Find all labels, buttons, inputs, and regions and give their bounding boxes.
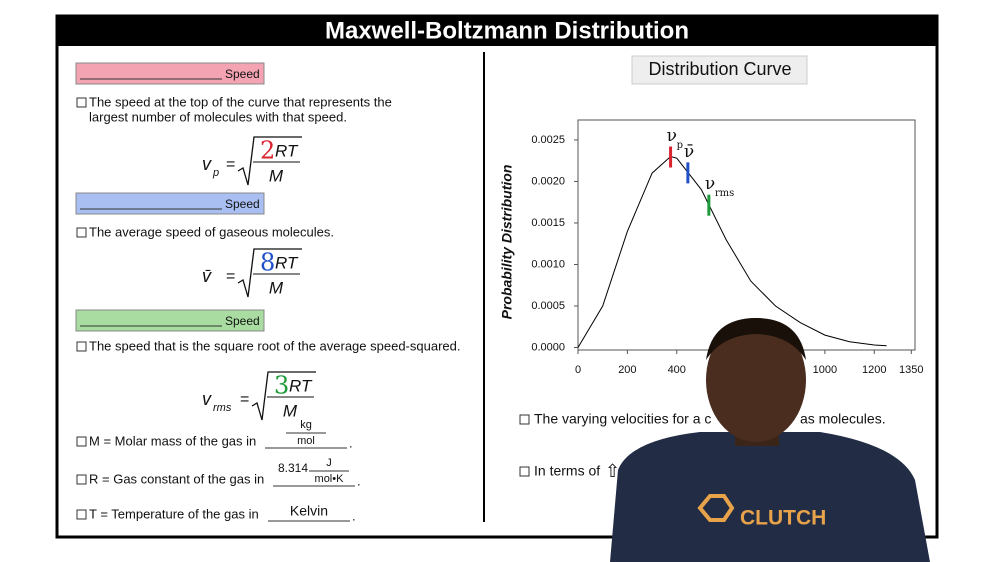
radical: [237, 248, 302, 298]
formula-numerator: RT: [275, 141, 299, 160]
presenter-shirt: [610, 432, 930, 562]
formula-subscript: p: [212, 167, 219, 179]
definition-text: T = Temperature of the gas in: [89, 506, 259, 521]
speed-label: Speed: [225, 197, 260, 211]
formula-numerator: RT: [289, 376, 313, 395]
radical: [251, 371, 316, 421]
unit-denominator: mol: [297, 435, 315, 447]
y-tick-label: 0.0020: [531, 175, 565, 187]
speed-description: largest number of molecules with that sp…: [89, 109, 347, 124]
formula-denominator: M: [269, 166, 284, 185]
formula-symbol: v: [202, 154, 212, 174]
checkbox: [76, 97, 87, 108]
formula-subscript: rms: [213, 402, 232, 414]
marker-subscript: rms: [715, 188, 734, 199]
definition-text: M = Molar mass of the gas in: [89, 433, 256, 448]
chart-title-box: [631, 55, 808, 85]
formula-equals: =: [240, 391, 249, 408]
formula-coefficient: 2: [260, 137, 275, 165]
x-tick-label: 200: [618, 364, 636, 376]
x-tick-label: 1000: [813, 364, 837, 376]
unit-denominator: mol•K: [315, 473, 345, 485]
y-tick-label: 0.0000: [531, 341, 565, 353]
x-tick-label: 400: [668, 364, 686, 376]
speed-description: The speed at the top of the curve that r…: [89, 94, 392, 109]
checkbox: [76, 341, 87, 352]
y-tick-label: 0.0010: [531, 258, 565, 270]
marker-symbol: ν: [667, 126, 677, 146]
checkbox: [76, 509, 87, 520]
y-tick-label: 0.0005: [531, 300, 565, 312]
formula-symbol: v̄: [202, 266, 212, 286]
note-text: as molecules.: [800, 411, 886, 427]
note-text: The varying velocities for a c: [534, 411, 711, 427]
formula-coefficient: 3: [274, 372, 289, 400]
note-text: In terms of: [534, 463, 600, 479]
definition-unit: Kelvin: [290, 503, 328, 519]
speed-label: Speed: [225, 314, 260, 328]
logo-hexagon: [697, 494, 735, 522]
definition-value: 8.314: [278, 461, 308, 475]
marker-subscript: p: [677, 140, 683, 151]
logo-text: CLUTCH: [740, 507, 826, 530]
marker-symbol: ν: [705, 174, 715, 194]
unit-numerator: J: [326, 457, 332, 469]
formula-symbol: v: [202, 389, 212, 409]
formula-denominator: M: [269, 278, 284, 297]
checkbox: [76, 436, 87, 447]
slide-title: Maxwell-Boltzmann Distribution: [325, 17, 689, 44]
checkbox: [76, 227, 87, 238]
presenter-head: [706, 318, 806, 442]
marker-symbol: ν̄: [684, 142, 694, 162]
speed-label: Speed: [225, 67, 260, 81]
y-tick-label: 0.0015: [531, 217, 565, 229]
formula-denominator: M: [283, 401, 298, 420]
formula-coefficient: 8: [260, 249, 275, 277]
x-tick-label: 1350: [899, 364, 923, 376]
title-bar: [57, 16, 937, 46]
y-tick-label: 0.0025: [531, 134, 565, 146]
checkbox: [519, 466, 530, 477]
presenter: CLUTCH: [610, 318, 930, 562]
checkbox: [76, 474, 87, 485]
formula-equals: =: [226, 268, 235, 285]
radical: [237, 136, 302, 186]
y-axis-label: Probability Distribution: [499, 165, 515, 320]
speed-description: The average speed of gaseous molecules.: [89, 224, 334, 239]
unit-numerator: kg: [300, 419, 312, 431]
x-tick-label: 1200: [862, 364, 886, 376]
distribution-curve: [577, 155, 887, 348]
definition-end: .: [349, 435, 353, 450]
checkbox: [519, 414, 530, 425]
note-arrow: ⇧: [605, 461, 620, 481]
x-tick-label: 0: [575, 364, 581, 376]
definition-end: .: [357, 473, 361, 488]
definition-text: R = Gas constant of the gas in: [89, 471, 264, 486]
presenter-hair: [706, 318, 806, 360]
formula-numerator: RT: [275, 253, 299, 272]
speed-description: The speed that is the square root of the…: [89, 338, 460, 353]
chart-title: Distribution Curve: [648, 59, 791, 79]
formula-equals: =: [226, 156, 235, 173]
definition-end: .: [352, 508, 356, 523]
